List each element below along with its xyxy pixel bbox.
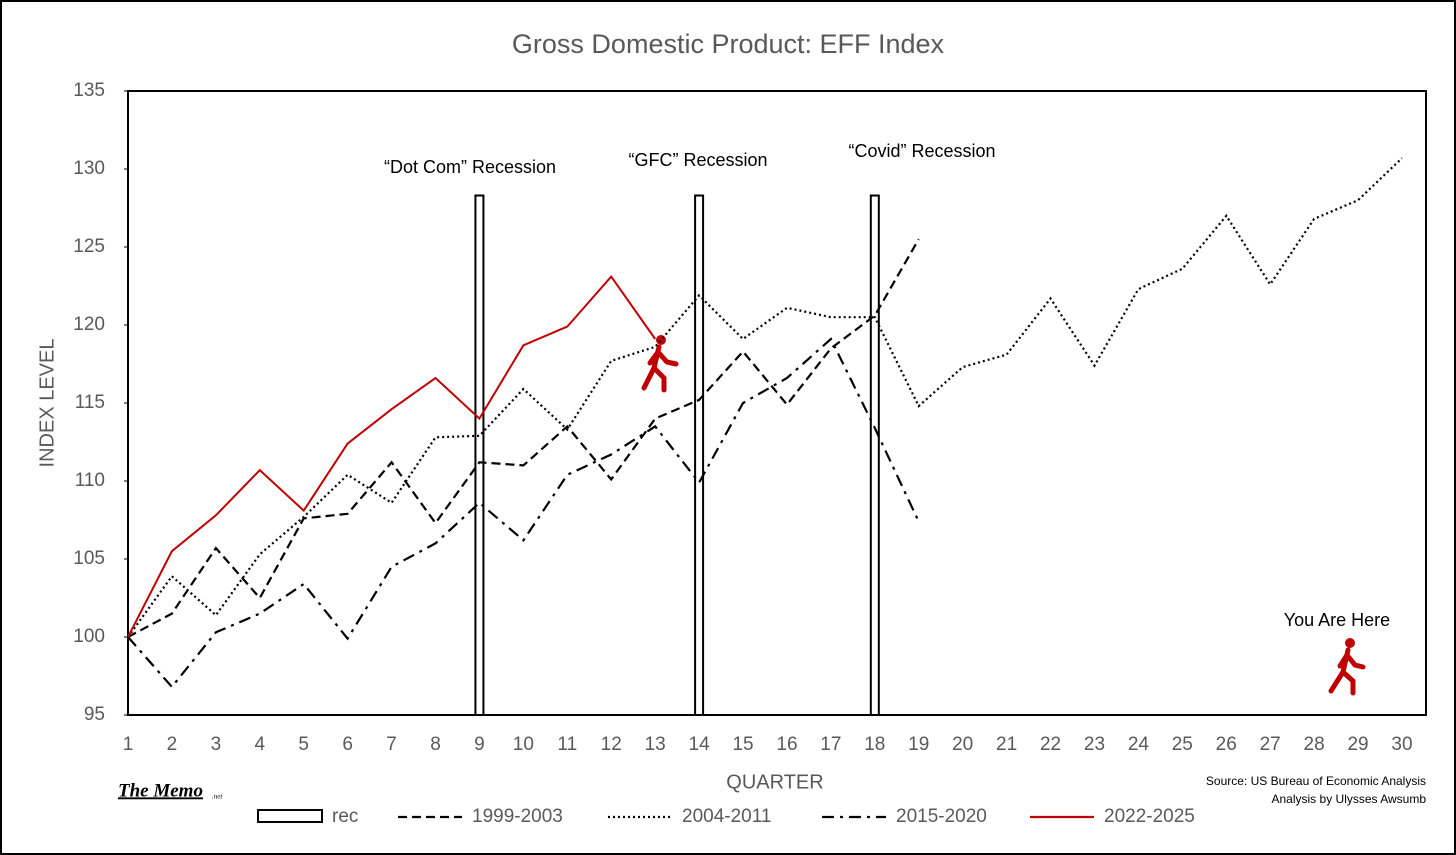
x-tick-label: 13 [645, 734, 666, 755]
chart-title: Gross Domestic Product: EFF Index [512, 29, 945, 59]
legend-swatch [257, 809, 323, 823]
x-tick-label: 5 [298, 734, 309, 755]
source: Source: US Bureau of Economic Analysis [1206, 774, 1426, 788]
source: Analysis by Ulysses Awsumb [1272, 792, 1427, 806]
x-tick-label: 7 [386, 734, 397, 755]
x-tick-label: 28 [1304, 734, 1325, 755]
x-tick-label: 29 [1347, 734, 1368, 755]
x-tick-label: 26 [1216, 734, 1237, 755]
annotation: “Dot Com” Recession [384, 157, 556, 177]
legend-label: 1999-2003 [472, 806, 563, 827]
recession-bar [869, 194, 880, 716]
x-tick-label: 30 [1391, 734, 1412, 755]
recession-bar [474, 194, 485, 716]
y-tick-label: 135 [73, 80, 105, 101]
annotation: You Are Here [1284, 610, 1390, 630]
x-tick-label: 2 [167, 734, 178, 755]
series-line [127, 274, 657, 638]
y-tick-label: 120 [73, 314, 105, 335]
x-tick-label: 14 [689, 734, 711, 755]
annotation: “Covid” Recession [848, 141, 995, 161]
legend-label: rec [332, 806, 358, 827]
y-tick-label: 95 [84, 704, 105, 725]
recession-bar [694, 194, 705, 716]
brand-suffix: .net [212, 793, 223, 801]
y-tick-label: 110 [75, 470, 105, 491]
x-tick-label: 10 [513, 734, 534, 755]
x-axis-label: QUARTER [726, 771, 823, 793]
x-tick-label: 1 [123, 734, 134, 755]
series-line [127, 238, 920, 638]
x-tick-label: 25 [1172, 734, 1193, 755]
y-tick-label: 130 [73, 158, 105, 179]
x-tick-label: 27 [1260, 734, 1281, 755]
y-tick-label: 105 [73, 548, 105, 569]
y-tick-label: 100 [73, 626, 105, 647]
y-tick-label: 115 [75, 392, 105, 413]
brand: The Memo [118, 780, 203, 801]
legend-label: 2004-2011 [682, 806, 771, 827]
x-tick-label: 6 [342, 734, 353, 755]
annotation: “GFC” Recession [628, 150, 767, 170]
y-tick-label: 125 [73, 236, 105, 257]
x-tick-label: 22 [1040, 734, 1061, 755]
x-tick-label: 3 [211, 734, 222, 755]
x-tick-label: 18 [864, 734, 885, 755]
y-axis-label: INDEX LEVEL [36, 339, 58, 468]
x-tick-label: 19 [908, 734, 929, 755]
x-tick-label: 15 [732, 734, 753, 755]
legend-label: 2015-2020 [896, 806, 987, 827]
series-line [127, 337, 920, 689]
legend-label: 2022-2025 [1104, 806, 1195, 827]
x-tick-label: 21 [996, 734, 1017, 755]
x-tick-label: 17 [820, 734, 841, 755]
x-tick-label: 23 [1084, 734, 1105, 755]
x-tick-label: 20 [952, 734, 973, 755]
x-tick-label: 9 [474, 734, 485, 755]
walker-icon [1328, 638, 1366, 696]
x-tick-label: 11 [557, 734, 577, 755]
x-tick-label: 12 [601, 734, 622, 755]
x-tick-label: 8 [430, 734, 441, 755]
x-tick-label: 16 [776, 734, 797, 755]
x-tick-label: 4 [255, 734, 266, 755]
series-line [127, 157, 1403, 638]
x-tick-label: 24 [1128, 734, 1150, 755]
